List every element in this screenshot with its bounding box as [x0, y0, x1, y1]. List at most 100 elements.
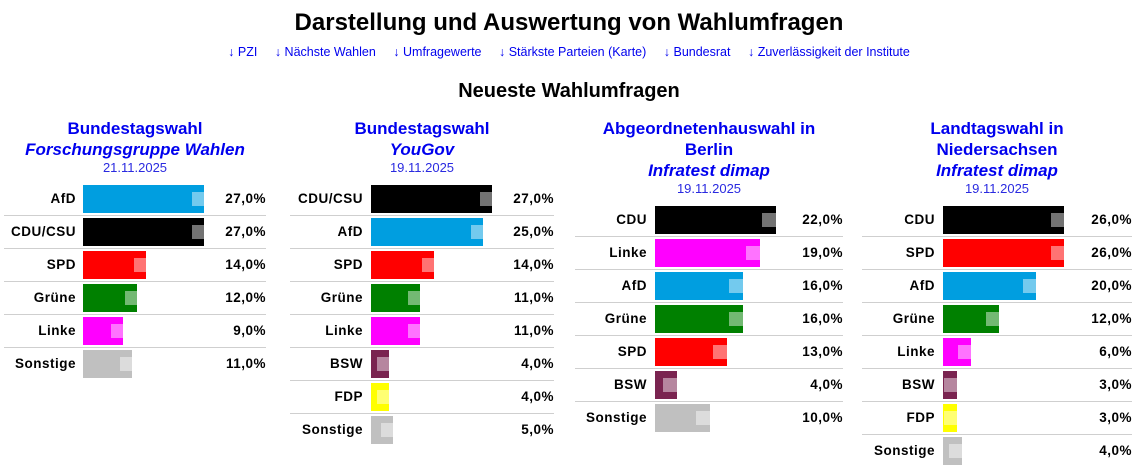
party-label: Grüne: [320, 290, 363, 305]
party-bar: [83, 218, 204, 246]
party-row: Grüne 16,0%: [575, 304, 843, 336]
percent-label: 20,0%: [1091, 278, 1132, 293]
error-margin-band: [408, 291, 432, 305]
percent-label: 3,0%: [1099, 410, 1132, 425]
party-bar: [943, 404, 957, 432]
nav-link-umfragewerte[interactable]: ↓ Umfragewerte: [393, 45, 482, 59]
error-margin-upper: [393, 423, 405, 437]
bar-rows: CDU 22,0% Linke 19,0% AfD 16,0% Grüne 16,0% SPD 1…: [575, 205, 843, 434]
percent-label: 27,0%: [513, 191, 554, 206]
error-margin-upper: [137, 291, 149, 305]
section-title: Neueste Wahlumfragen: [458, 80, 680, 102]
election-title[interactable]: Landtagswahl in: [930, 119, 1064, 138]
percent-label: 11,0%: [225, 356, 266, 371]
percent-label: 3,0%: [1099, 377, 1132, 392]
percent-label: 16,0%: [802, 278, 843, 293]
poll-header: Bundestagswahl YouGov 19.11.2025: [290, 118, 554, 176]
party-label: Linke: [325, 323, 363, 338]
anchor-nav: ↓ PZI ↓ Nächste Wahlen ↓ Umfragewerte ↓ …: [0, 44, 1138, 60]
error-margin-band: [958, 345, 984, 359]
party-bar: [655, 404, 710, 432]
percent-label: 4,0%: [521, 389, 554, 404]
error-margin-upper: [1064, 246, 1077, 260]
election-title[interactable]: Bundestagswahl: [354, 119, 490, 138]
party-label: Sonstige: [873, 443, 935, 458]
error-margin-band: [729, 279, 757, 293]
institute-name[interactable]: YouGov: [389, 140, 455, 159]
error-margin-band: [377, 390, 401, 404]
error-margin-band: [729, 312, 757, 326]
error-margin-band: [944, 411, 970, 425]
party-bar: [655, 272, 743, 300]
nav-link-pzi[interactable]: ↓ PZI: [228, 45, 258, 59]
election-title[interactable]: Bundestagswahl: [67, 119, 203, 138]
institute-name[interactable]: Infratest dimap: [936, 161, 1058, 180]
party-bar: [943, 206, 1064, 234]
nav-link-staerkste-parteien[interactable]: ↓ Stärkste Parteien (Karte): [499, 45, 647, 59]
party-label: BSW: [902, 377, 935, 392]
percent-label: 16,0%: [802, 311, 843, 326]
election-title[interactable]: Niedersachsen: [936, 140, 1058, 159]
error-margin-upper: [760, 246, 774, 260]
party-bar: [83, 317, 123, 345]
party-row: CDU/CSU 27,0%: [4, 217, 266, 249]
party-label: FDP: [906, 410, 935, 425]
party-bar: [371, 383, 389, 411]
error-margin-upper: [389, 390, 401, 404]
election-title[interactable]: Abgeordnetenhauswahl in: [602, 119, 816, 138]
party-label: CDU/CSU: [297, 191, 363, 206]
party-row: Grüne 12,0%: [862, 304, 1132, 336]
election-title[interactable]: Berlin: [684, 140, 734, 159]
poll-header: Abgeordnetenhauswahl in Berlin Infratest d…: [575, 118, 843, 197]
percent-label: 4,0%: [521, 356, 554, 371]
error-margin-band: [986, 312, 1012, 326]
party-row: Grüne 11,0%: [290, 283, 554, 315]
institute-name[interactable]: Infratest dimap: [648, 161, 770, 180]
party-row: AfD 27,0%: [4, 184, 266, 216]
party-row: FDP 4,0%: [290, 382, 554, 414]
party-row: CDU 22,0%: [575, 205, 843, 237]
party-label: Sonstige: [14, 356, 76, 371]
party-row: Linke 11,0%: [290, 316, 554, 348]
party-row: Sonstige 4,0%: [862, 436, 1132, 467]
percent-label: 5,0%: [521, 422, 554, 437]
nav-link-bundesrat[interactable]: ↓ Bundesrat: [663, 45, 731, 59]
nav-link-zuverlaessigkeit[interactable]: ↓ Zuverlässigkeit der Institute: [747, 45, 910, 59]
error-margin-band: [111, 324, 135, 338]
party-row: CDU 26,0%: [862, 205, 1132, 237]
party-row: SPD 14,0%: [290, 250, 554, 282]
error-margin-upper: [727, 345, 741, 359]
percent-label: 22,0%: [802, 212, 843, 227]
party-row: BSW 3,0%: [862, 370, 1132, 402]
percent-label: 12,0%: [225, 290, 266, 305]
party-label: Grüne: [892, 311, 935, 326]
party-bar: [83, 350, 132, 378]
error-margin-band: [1051, 246, 1077, 260]
institute-name[interactable]: Forschungsgruppe Wahlen: [25, 140, 245, 159]
error-margin-band: [408, 324, 432, 338]
party-bar: [83, 185, 204, 213]
error-margin-band: [471, 225, 495, 239]
error-margin-upper: [957, 411, 970, 425]
party-row: BSW 4,0%: [290, 349, 554, 381]
percent-label: 12,0%: [1091, 311, 1132, 326]
nav-link-naechste-wahlen[interactable]: ↓ Nächste Wahlen: [274, 45, 376, 59]
party-bar: [371, 350, 389, 378]
percent-label: 26,0%: [1091, 212, 1132, 227]
party-bar: [83, 284, 137, 312]
error-margin-band: [944, 378, 970, 392]
party-bar: [655, 338, 727, 366]
party-label: AfD: [50, 191, 76, 206]
party-label: BSW: [614, 377, 647, 392]
poll-header: Landtagswahl in Niedersachsen Infratest di…: [862, 118, 1132, 197]
error-margin-band: [192, 192, 216, 206]
error-margin-upper: [492, 192, 504, 206]
party-label: CDU: [616, 212, 647, 227]
poll-header: Bundestagswahl Forschungsgruppe Wahlen 21.…: [4, 118, 266, 176]
party-label: CDU: [904, 212, 935, 227]
error-margin-upper: [962, 444, 975, 458]
party-label: Grüne: [604, 311, 647, 326]
error-margin-upper: [132, 357, 144, 371]
error-margin-band: [949, 444, 975, 458]
percent-label: 27,0%: [225, 191, 266, 206]
